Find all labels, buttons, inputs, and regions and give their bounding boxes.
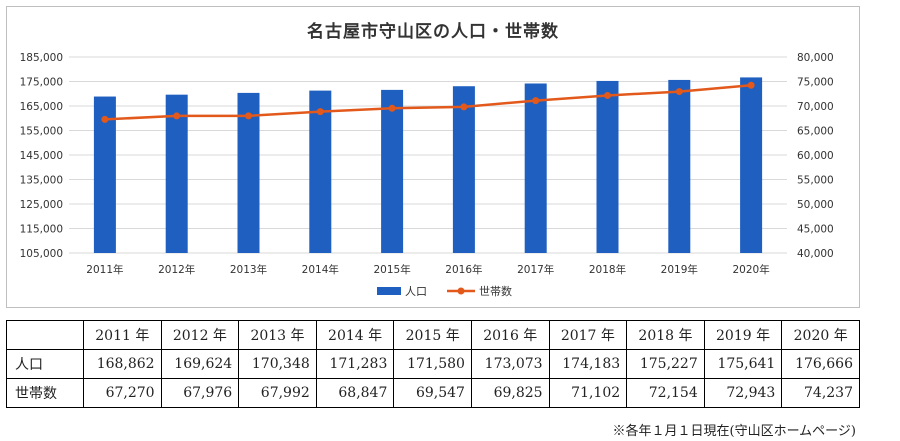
table-corner-cell [6,320,84,350]
table-header-cell: 2016 年 [470,320,550,350]
x-tick-label: 2018年 [589,263,626,276]
table-header-cell: 2020 年 [781,320,860,350]
y-left-tick-label: 105,000 [20,248,63,260]
y-left-tick-label: 175,000 [20,77,63,89]
y-left-tick-label: 135,000 [20,175,63,187]
table-cell: 168,862 [83,349,162,379]
legend-label: 世帯数 [479,285,512,298]
legend-swatch-marker [457,287,465,295]
table-cell: 74,237 [781,378,860,408]
y-left-tick-label: 155,000 [20,126,63,138]
table-header-cell: 2015 年 [393,320,472,350]
line-point [388,104,396,112]
line-point [747,81,755,89]
y-right-tick-label: 40,000 [797,248,834,260]
table-cell: 176,666 [781,349,860,379]
table-cell: 67,270 [83,378,162,408]
table-cell: 175,641 [703,349,783,379]
table-cell: 72,943 [703,378,783,408]
line-point [316,108,324,116]
bar [165,94,188,253]
chart-title: 名古屋市守山区の人口・世帯数 [307,22,559,42]
table-header-cell: 2014 年 [315,320,395,350]
x-tick-label: 2019年 [661,263,698,276]
table-row-label: 世帯数 [6,378,84,408]
y-left-tick-label: 125,000 [20,199,63,211]
x-tick-label: 2011年 [86,263,123,276]
combo-chart: 105,000 115,000 125,000 135,000 145,000 155,0… [20,52,834,298]
bar [740,77,763,253]
chart-frame: 名古屋市守山区の人口・世帯数 105,000 115,000 125,000 135,… [6,6,860,308]
table-cell: 175,227 [626,349,705,379]
table-cell: 170,348 [238,349,317,379]
table-header-cell: 2011 年 [83,320,162,350]
y-right-tick-label: 65,000 [797,126,834,138]
line-point [675,88,683,96]
x-tick-label: 2015年 [373,263,410,276]
bar [309,90,332,253]
bar [596,80,619,253]
x-tick-label: 2016年 [445,263,482,276]
table-cell: 174,183 [548,349,628,379]
table-cell: 68,847 [315,378,395,408]
bar [668,79,691,253]
legend-swatch-bar [377,287,401,295]
y-right-tick-label: 80,000 [797,52,834,64]
table-cell: 69,547 [393,378,472,408]
legend-label: 人口 [405,285,427,298]
bar [524,83,547,253]
bar [237,92,260,253]
table-cell: 171,580 [393,349,472,379]
line-point [460,103,468,111]
table-cell: 72,154 [626,378,705,408]
table-cell: 67,976 [160,378,240,408]
table-header-cell: 2019 年 [703,320,783,350]
bar [452,86,475,253]
y-right-tick-label: 55,000 [797,175,834,187]
table-header-row: 2011 年 2012 年 2013 年 2014 年 2015 年 2016 年 2017… [6,320,860,350]
y-right-tick-label: 45,000 [797,224,834,236]
table-cell: 69,825 [470,378,550,408]
y-left-tick-label: 185,000 [20,52,63,64]
line-point [101,115,109,123]
x-tick-label: 2014年 [302,263,339,276]
line-point [532,97,540,105]
table-header-cell: 2017 年 [548,320,628,350]
y-left-tick-label: 115,000 [20,224,63,236]
line-point [604,91,611,99]
x-tick-label: 2012年 [158,263,195,276]
table-header-cell: 2018 年 [626,320,705,350]
series-line [104,83,752,121]
bar [93,96,116,253]
table-header-cell: 2013 年 [238,320,317,350]
table-row: 世帯数 67,270 67,976 67,992 68,847 69,547 69,825 7… [6,378,860,408]
table-cell: 169,624 [160,349,240,379]
y-right-tick-label: 50,000 [797,199,834,211]
y-left-tick-label: 145,000 [20,150,63,162]
table-header-cell: 2012 年 [160,320,240,350]
data-table: 2011 年 2012 年 2013 年 2014 年 2015 年 2016 年 2017… [6,320,860,408]
bar [381,89,404,253]
table-cell: 71,102 [548,378,628,408]
table-cell: 171,283 [315,349,395,379]
table-cell: 67,992 [238,378,317,408]
x-tick-label: 2017年 [517,263,554,276]
x-tick-label: 2020年 [732,263,769,276]
y-right-tick-label: 70,000 [797,101,834,113]
x-tick-label: 2013年 [230,263,267,276]
table-cell: 173,073 [470,349,550,379]
y-left-tick-label: 165,000 [20,101,63,113]
line-point [173,112,181,120]
line-point [245,112,252,120]
y-right-tick-label: 60,000 [797,150,834,162]
table-row: 人口 168,862 169,624 170,348 171,283 171,580 173… [6,349,860,379]
table-row-label: 人口 [6,349,84,379]
footnote: ※各年１月１日現在(守山区ホームページ) [612,424,857,439]
y-right-tick-label: 75,000 [797,77,834,89]
